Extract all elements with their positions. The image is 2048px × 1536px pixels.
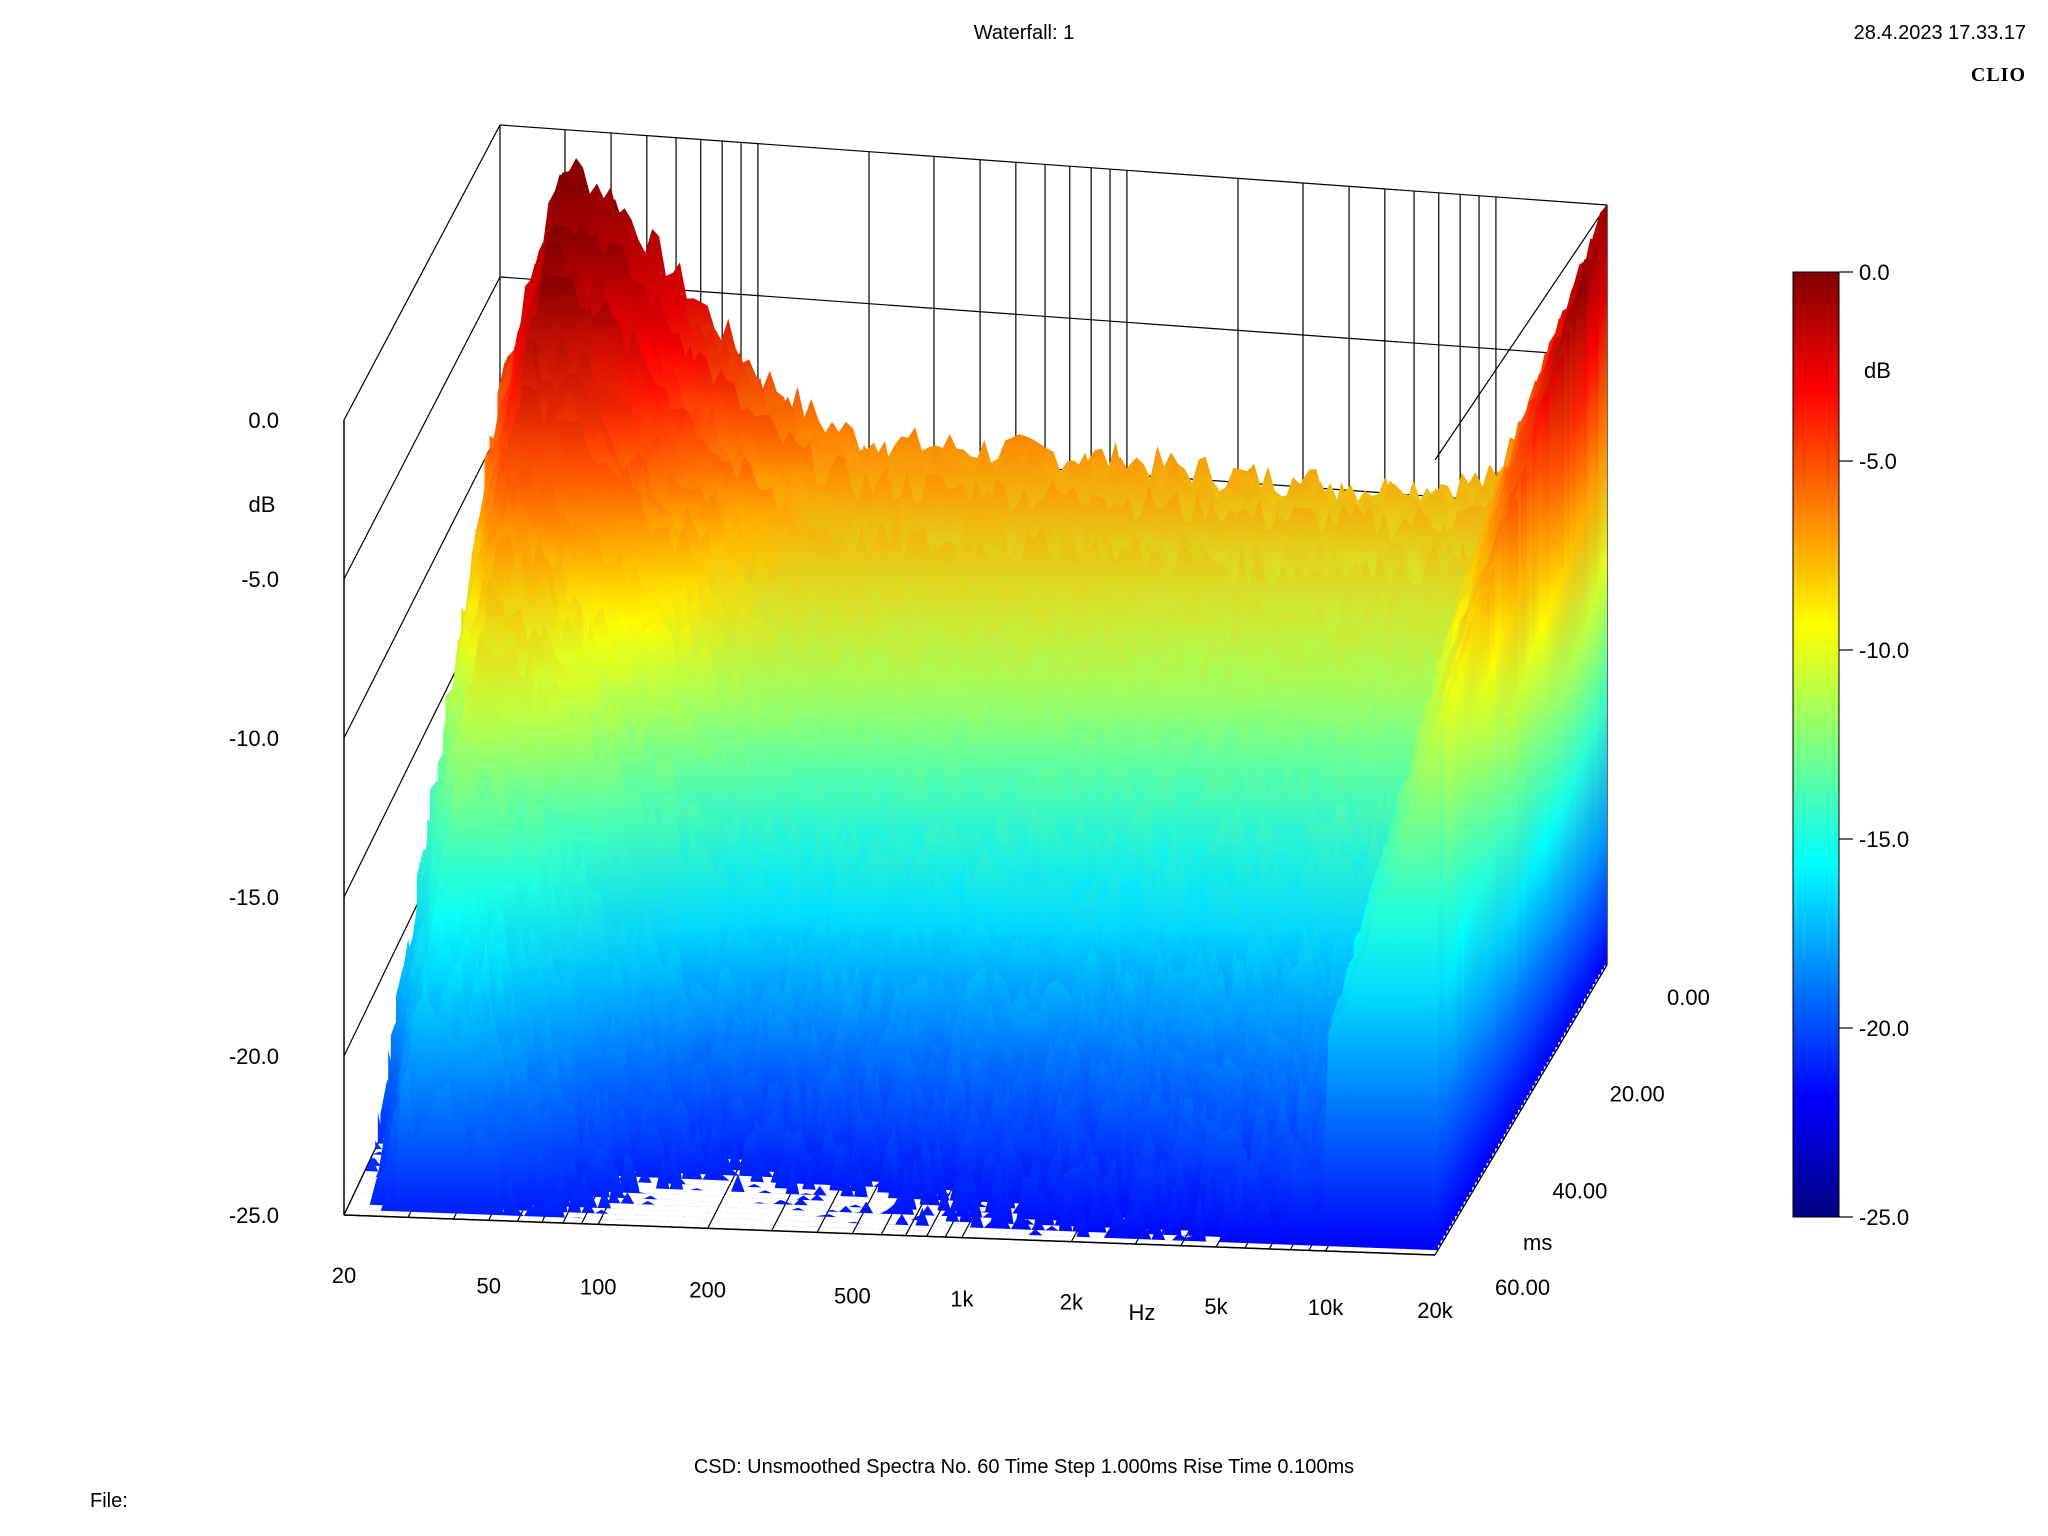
x-tick-label-7: 5k bbox=[1204, 1294, 1228, 1319]
y-tick-label-5: -25.0 bbox=[229, 1203, 279, 1228]
waterfall-surface bbox=[346, 158, 1607, 1251]
z-tick-label-3: 60.00 bbox=[1495, 1275, 1550, 1300]
spectrum-slice-46 bbox=[380, 623, 1476, 1188]
x-tick-label-3: 200 bbox=[689, 1277, 726, 1302]
grid-line-left-1 bbox=[343, 276, 501, 580]
y-tick-label-4: -20.0 bbox=[229, 1044, 279, 1069]
y-tick-label-3: -15.0 bbox=[229, 885, 279, 910]
colorbar-tick-label-0: 0.0 bbox=[1859, 260, 1890, 285]
axes-frame bbox=[343, 420, 1436, 1256]
x-tick-label-6: 2k bbox=[1060, 1290, 1084, 1315]
file-label: File: bbox=[90, 1490, 128, 1512]
x-tick-label-5: 1k bbox=[950, 1287, 974, 1312]
chart-title: Waterfall: 1 bbox=[973, 22, 1075, 44]
colorbar-tick-label-1: -5.0 bbox=[1859, 449, 1897, 474]
x-tick-label-2: 100 bbox=[580, 1274, 617, 1299]
z-tick-label-1: 20.00 bbox=[1610, 1082, 1665, 1107]
grid-line-right-0 bbox=[1434, 204, 1608, 461]
timestamp: 28.4.2023 17.33.17 bbox=[1853, 22, 2026, 44]
y-tick-label-1: -5.0 bbox=[241, 567, 279, 592]
x-tick-label-1: 50 bbox=[476, 1273, 500, 1298]
z-tick-label-2: 40.00 bbox=[1552, 1178, 1607, 1203]
footer-info: CSD: Unsmoothed Spectra No. 60 Time Step… bbox=[693, 1456, 1355, 1478]
x-tick-label-9: 20k bbox=[1417, 1298, 1453, 1323]
colorbar-tick-label-2: -10.0 bbox=[1859, 638, 1909, 663]
grid-line-db-0 bbox=[499, 124, 1608, 206]
spectrum-slice-59 bbox=[346, 752, 1438, 1251]
x-tick-label-8: 10k bbox=[1308, 1295, 1344, 1320]
spectrum-slice-45 bbox=[383, 608, 1478, 1183]
y-tick-label-2: -10.0 bbox=[229, 726, 279, 751]
colorbar: 0.0 -5.0 -10.0 -15.0 -20.0 -25.0 dB bbox=[1792, 260, 1909, 1230]
colorbar-tick-label-4: -20.0 bbox=[1859, 1016, 1909, 1041]
z-tick-label-0: 0.00 bbox=[1667, 985, 1710, 1010]
x-tick-label-4: 500 bbox=[834, 1284, 871, 1309]
grid-line-left-0 bbox=[343, 124, 501, 421]
brand-logo: CLIO bbox=[1970, 64, 2026, 86]
colorbar-label: dB bbox=[1864, 358, 1891, 383]
colorbar-tick-label-5: -25.0 bbox=[1859, 1205, 1909, 1230]
x-axis-label: Hz bbox=[1129, 1300, 1156, 1325]
grid-line-left-2 bbox=[343, 428, 501, 739]
axis-labels: 0.0 -5.0 -10.0 -15.0 -20.0 -25.0 dB 20 50 100 200 5… bbox=[229, 408, 1710, 1325]
colorbar-tick-label-3: -15.0 bbox=[1859, 827, 1909, 852]
spectrum-slice-43 bbox=[388, 600, 1484, 1173]
front-base-edge bbox=[343, 1214, 1436, 1256]
spectrum-slice-40 bbox=[396, 571, 1493, 1159]
z-axis-label: ms bbox=[1523, 1230, 1552, 1255]
y-tick-label-0: 0.0 bbox=[248, 408, 279, 433]
colorbar-gradient bbox=[1792, 271, 1840, 1218]
x-tick-label-0: 20 bbox=[332, 1263, 356, 1288]
y-axis-label: dB bbox=[249, 492, 276, 517]
